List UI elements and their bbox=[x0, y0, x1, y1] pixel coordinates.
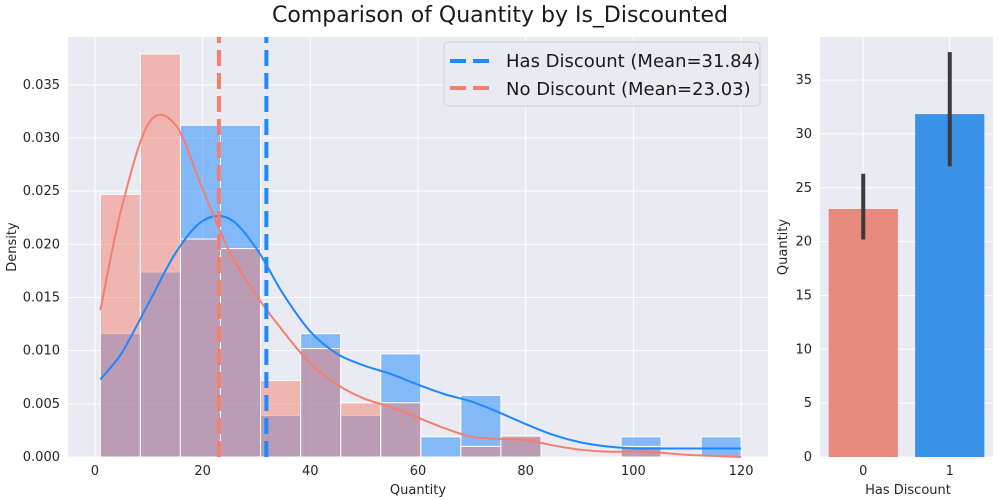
legend-no-discount-label: No Discount (Mean=23.03) bbox=[506, 79, 751, 100]
bar-chart-y-ticks: 0 5 10 15 20 25 30 35 bbox=[795, 73, 812, 465]
histogram-y-tick-label: 0.010 bbox=[23, 344, 60, 359]
bar-chart-x-tick-label: 0 bbox=[859, 464, 867, 479]
histogram-x-tick-label: 80 bbox=[517, 464, 534, 479]
bar-chart-y-axis-label: Quantity bbox=[776, 219, 791, 275]
no-discount-bars bbox=[99, 53, 662, 458]
has-discount-bar bbox=[420, 436, 462, 458]
histogram-y-axis-label: Density bbox=[5, 222, 20, 272]
bar-chart-bars bbox=[828, 114, 985, 457]
histogram-x-tick-label: 20 bbox=[194, 464, 211, 479]
bar-chart-y-tick-label: 20 bbox=[795, 235, 812, 250]
bar-chart-y-tick-label: 5 bbox=[804, 396, 812, 411]
no-discount-kde-line bbox=[99, 113, 742, 458]
histogram-panel: 0 20 40 60 80 100 120 0.000 0.005 0.010 0.015 0.02… bbox=[5, 37, 768, 498]
histogram-x-tick-label: 60 bbox=[410, 464, 427, 479]
histogram-y-ticks: 0.000 0.005 0.010 0.015 0.020 0.025 0.030 0.035 bbox=[23, 78, 60, 465]
histogram-y-tick-label: 0.020 bbox=[23, 237, 60, 252]
no-discount-bar bbox=[300, 348, 342, 458]
legend-has-discount-label: Has Discount (Mean=31.84) bbox=[506, 51, 760, 72]
histogram-y-tick-label: 0.000 bbox=[23, 450, 60, 465]
legend: Has Discount (Mean=31.84) No Discount (M… bbox=[443, 41, 761, 107]
chart-title: Comparison of Quantity by Is_Discounted bbox=[272, 3, 728, 28]
histogram-y-tick-label: 0.005 bbox=[23, 397, 60, 412]
histogram-x-tick-label: 120 bbox=[729, 464, 754, 479]
histogram-x-tick-label: 0 bbox=[91, 464, 99, 479]
no-discount-bar bbox=[179, 238, 221, 458]
histogram-y-tick-label: 0.030 bbox=[23, 131, 60, 146]
histogram-y-tick-label: 0.025 bbox=[23, 184, 60, 199]
bar-chart-y-tick-label: 35 bbox=[795, 73, 812, 88]
bar-chart-y-tick-label: 25 bbox=[795, 181, 812, 196]
bar-chart-x-tick-label: 1 bbox=[946, 464, 954, 479]
bar-chart-y-tick-label: 15 bbox=[795, 288, 812, 303]
bar-chart-error-bars bbox=[861, 52, 952, 240]
bar-chart-y-tick-label: 30 bbox=[795, 127, 812, 142]
histogram-x-ticks: 0 20 40 60 80 100 120 bbox=[91, 464, 754, 479]
histogram-x-tick-label: 40 bbox=[302, 464, 319, 479]
has-discount-kde-line bbox=[99, 214, 742, 450]
bar-category-1 bbox=[915, 114, 985, 457]
histogram-x-axis-label: Quantity bbox=[390, 483, 446, 498]
histogram-y-tick-label: 0.035 bbox=[23, 78, 60, 93]
bar-chart-y-tick-label: 10 bbox=[795, 342, 812, 357]
has-discount-bar bbox=[700, 436, 742, 458]
bar-category-0 bbox=[828, 208, 898, 457]
no-discount-bar bbox=[460, 445, 502, 458]
histogram-y-tick-label: 0.015 bbox=[23, 291, 60, 306]
bar-chart-y-tick-label: 0 bbox=[804, 450, 812, 465]
no-discount-bar bbox=[380, 402, 422, 458]
no-discount-bar bbox=[219, 248, 262, 458]
no-discount-bar bbox=[340, 402, 382, 458]
histogram-x-tick-label: 100 bbox=[621, 464, 646, 479]
bar-chart-x-axis-label: Has Discount bbox=[865, 483, 951, 498]
no-discount-bar bbox=[99, 193, 141, 458]
legend-box bbox=[443, 41, 761, 107]
